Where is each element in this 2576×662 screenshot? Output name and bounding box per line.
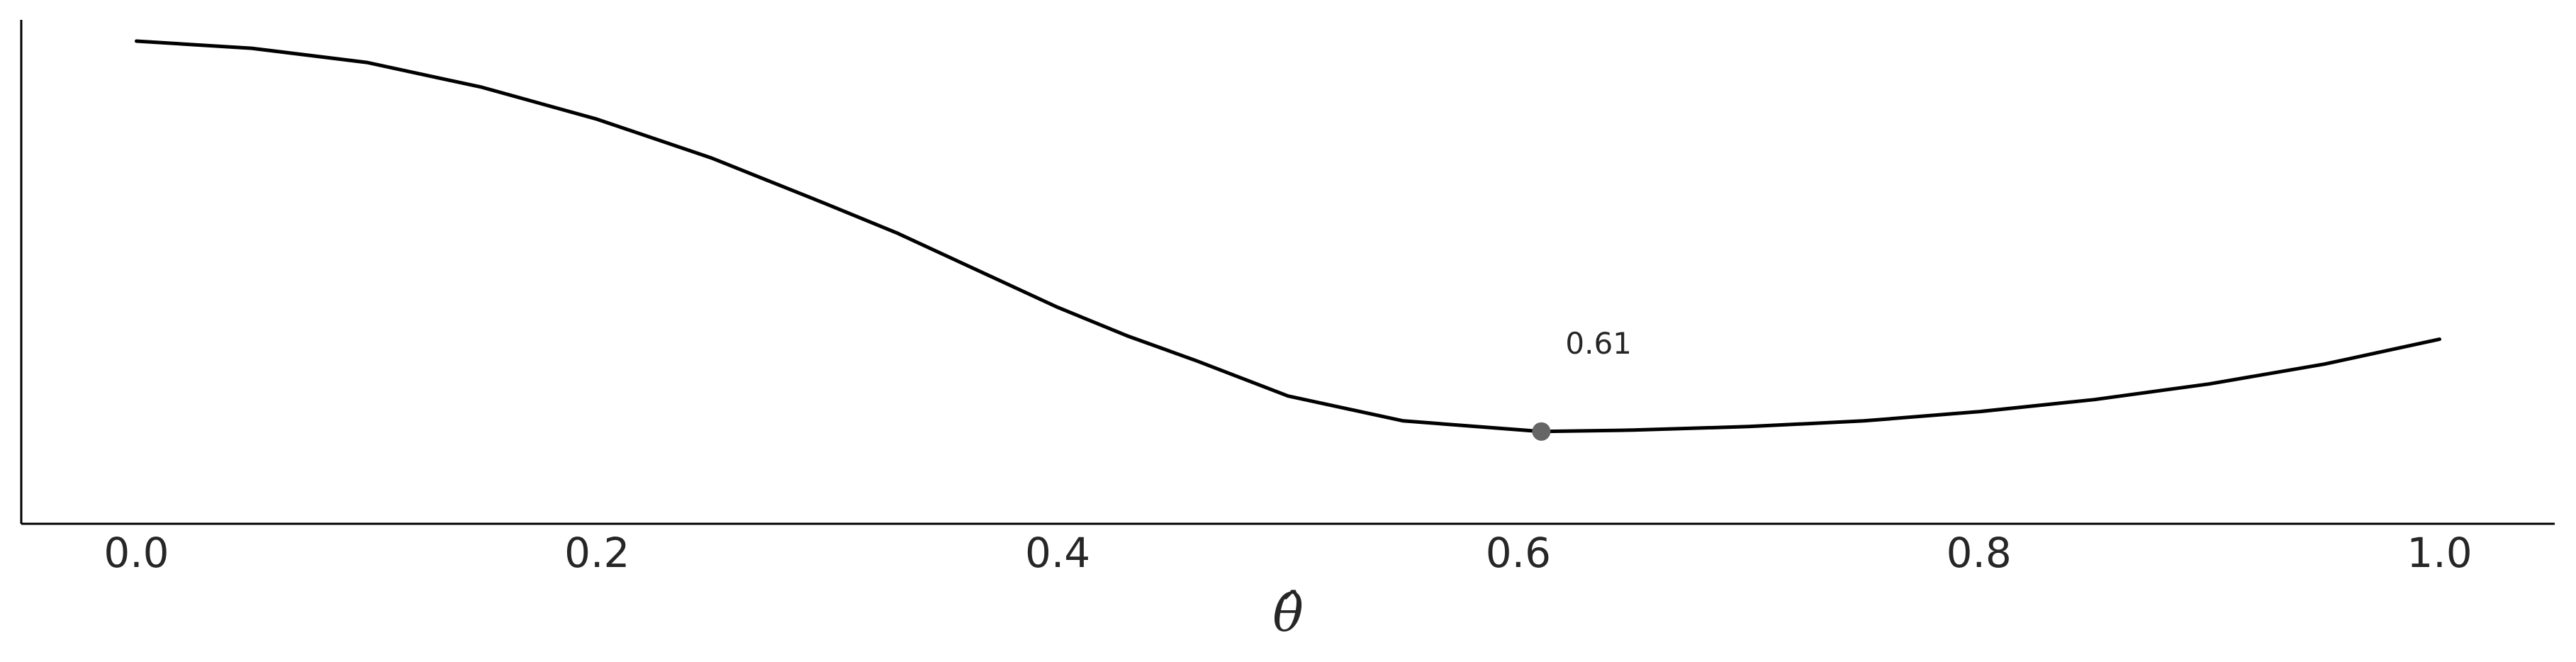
plot-area: [135, 39, 2441, 441]
minimum-marker: [1532, 422, 1551, 441]
x-tick-label: 0.4: [1025, 529, 1090, 577]
x-ticks: 0.0 0.2 0.4 0.6 0.8 1.0: [103, 529, 2472, 577]
x-tick-label: 0.8: [1947, 529, 2012, 577]
x-tick-label: 0.0: [103, 529, 169, 577]
loss-line: [135, 39, 2441, 434]
x-tick-label: 0.6: [1486, 529, 1551, 577]
minimum-annotation: 0.61: [1565, 326, 1632, 361]
axes: [20, 20, 2555, 525]
x-tick-label: 1.0: [2407, 529, 2472, 577]
x-tick-label: 0.2: [564, 529, 629, 577]
x-axis-label: θ̂: [1272, 583, 1303, 643]
